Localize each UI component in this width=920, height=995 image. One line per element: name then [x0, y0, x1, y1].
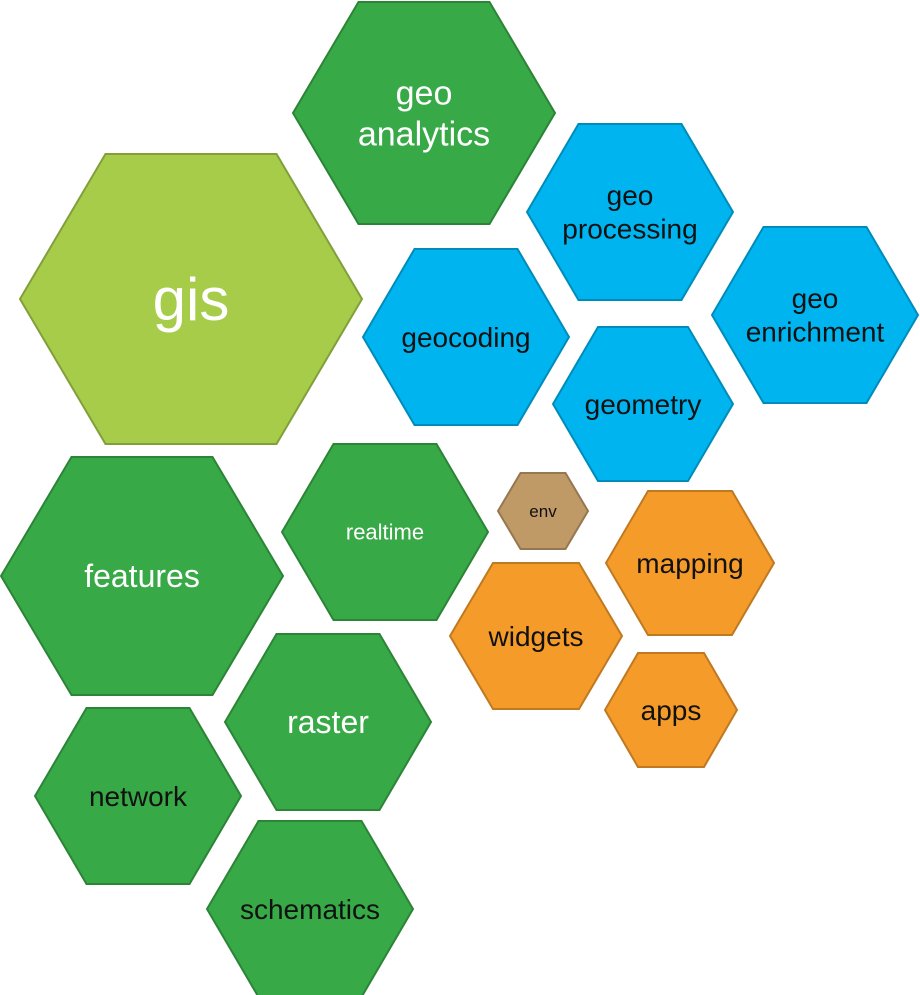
hex-label-network: network [89, 781, 188, 812]
hex-label-geo-processing: geo processing [562, 180, 697, 245]
hex-tile-mapping: mapping [604, 490, 776, 636]
hex-label-env: env [529, 502, 557, 521]
hexagon-shape [361, 248, 571, 426]
hex-tile-raster: raster [223, 633, 433, 811]
hex-label-line: analytics [358, 115, 490, 153]
hex-label-line: geo [396, 75, 453, 113]
hex-label-line: geocoding [401, 322, 530, 353]
hex-tile-env: env [496, 472, 590, 550]
hex-label-geometry: geometry [585, 389, 702, 420]
hex-tile-features: features [0, 456, 285, 696]
hexagon-shape [223, 633, 433, 811]
hex-label-line: features [84, 558, 200, 594]
hex-label-mapping: mapping [636, 548, 743, 579]
hexagon-shape [496, 472, 590, 550]
hexagon-shape [603, 652, 739, 768]
hex-label-line: mapping [636, 548, 743, 579]
hex-label-gis: gis [153, 266, 230, 333]
hex-tile-schematics: schematics [205, 820, 415, 995]
hex-label-apps: apps [641, 695, 702, 726]
hex-label-line: raster [287, 704, 369, 740]
hex-label-geocoding: geocoding [401, 322, 530, 353]
hex-tile-geo-analytics: geo analytics [291, 1, 557, 225]
hexagon-shape [525, 123, 735, 301]
hex-label-raster: raster [287, 704, 369, 740]
hexagon-shape [33, 707, 243, 885]
hex-label-line: network [89, 781, 188, 812]
hex-label-line: widgets [488, 621, 584, 652]
hex-label-line: processing [562, 214, 697, 245]
hex-label-line: enrichment [746, 317, 885, 348]
hex-tile-realtime: realtime [280, 443, 490, 621]
hex-tile-widgets: widgets [448, 562, 624, 710]
hex-label-features: features [84, 558, 200, 594]
hex-tile-geo-processing: geo processing [525, 123, 735, 301]
hexagon-shape [0, 456, 285, 696]
hexagon-shape [604, 490, 776, 636]
hex-tile-apps: apps [603, 652, 739, 768]
hexagon-shape [280, 443, 490, 621]
hex-label-line: env [529, 502, 557, 521]
hex-label-line: gis [153, 266, 230, 333]
hexagon-shape [448, 562, 624, 710]
hex-label-line: realtime [346, 520, 424, 545]
hexagon-shape [18, 153, 364, 445]
hex-label-line: geo [607, 180, 654, 211]
hexagon-shape [205, 820, 415, 995]
hexagon-shape [551, 326, 735, 482]
hex-label-line: geometry [585, 389, 702, 420]
hex-label-schematics: schematics [240, 894, 380, 925]
hex-tile-gis: gis [18, 153, 364, 445]
hex-label-geo-analytics: geo analytics [358, 75, 490, 154]
hex-label-line: geo [792, 283, 839, 314]
hex-tile-geometry: geometry [551, 326, 735, 482]
hex-label-realtime: realtime [346, 520, 424, 545]
hex-label-line: apps [641, 695, 702, 726]
hex-tile-geocoding: geocoding [361, 248, 571, 426]
hexagon-shape [710, 226, 920, 404]
hex-label-line: schematics [240, 894, 380, 925]
hexagon-shape [291, 1, 557, 225]
hex-tile-geo-enrichment: geo enrichment [710, 226, 920, 404]
hex-label-widgets: widgets [488, 621, 584, 652]
hex-label-geo-enrichment: geo enrichment [746, 283, 885, 348]
hex-tile-network: network [33, 707, 243, 885]
